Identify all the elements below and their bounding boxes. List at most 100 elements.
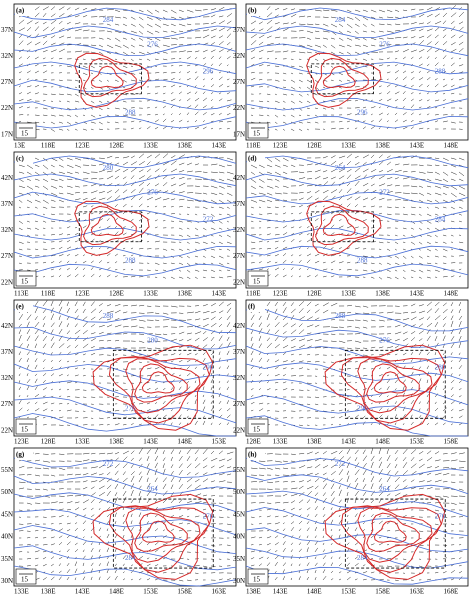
contour-label: 288 [335,312,346,320]
y-tick-label: 37N [233,200,245,208]
contour-label: 288 [125,108,136,116]
contour-label: 280 [147,336,158,344]
y-tick-label: 27N [1,252,13,260]
x-tick-label: 163E [212,588,227,594]
y-tick-label: 22N [1,104,13,112]
x-tick-label: 143E [143,438,158,446]
contour-label: 288 [435,68,446,76]
x-tick-label: 133E [14,588,29,594]
ref-vector-label: 15 [21,426,29,434]
x-tick-label: 138E [177,142,192,150]
x-tick-label: 128E [307,142,322,150]
x-tick-label: 128E [307,290,322,298]
ref-vector-label: 15 [21,278,29,286]
y-tick-label: 37N [233,348,245,356]
y-tick-label: 37N [233,26,245,34]
contour-label: 296 [357,404,368,412]
x-tick-label: 153E [409,438,424,446]
contour-label: 276 [379,40,390,48]
x-tick-label: 148E [375,438,390,446]
x-tick-label: 153E [143,588,158,594]
contour-label: 288 [125,256,136,264]
contour-label: 276 [435,513,446,521]
x-tick-label: 143E [341,438,356,446]
y-tick-label: 40N [1,533,13,541]
y-tick-label: 50N [233,488,245,496]
x-tick-label: 138E [41,588,56,594]
y-tick-label: 32N [233,374,245,382]
y-tick-label: 35N [1,555,13,563]
contour-label: 264 [379,485,390,493]
x-tick-label: 153E [212,438,227,446]
x-tick-label: 148E [109,588,124,594]
x-tick-label: 128E [246,438,261,446]
x-tick-label: 128E [109,290,124,298]
contour-label: 276 [147,188,158,196]
y-tick-label: 17N [1,130,13,138]
x-tick-label: 148E [177,438,192,446]
x-tick-label: 123E [75,142,90,150]
y-tick-label: 50N [1,488,13,496]
panel-label: (f) [248,303,256,311]
x-tick-label: 168E [444,588,459,594]
y-tick-label: 55N [233,466,245,474]
y-tick-label: 37N [1,348,13,356]
x-tick-label: 118E [246,142,261,150]
y-tick-label: 45N [233,510,245,518]
y-tick-label: 42N [1,174,13,182]
x-tick-label: 118E [41,290,56,298]
x-tick-label: 123E [14,438,29,446]
contour-label: 276 [125,404,136,412]
contour-label: 296 [357,108,368,116]
x-tick-label: 158E [444,438,459,446]
contour-label: 276 [379,336,390,344]
y-tick-label: 27N [233,78,245,86]
x-tick-label: 133E [341,142,356,150]
x-tick-label: 138E [246,588,261,594]
y-tick-label: 32N [233,52,245,60]
panel-label: (b) [248,7,257,15]
contour-label: 284 [103,16,114,24]
panel-label: (d) [248,155,257,163]
x-tick-label: 163E [409,588,424,594]
contour-label: 284 [435,216,446,224]
x-tick-label: 138E [177,290,192,298]
x-tick-label: 148E [444,142,459,150]
y-tick-label: 45N [1,510,13,518]
contour-label: 272 [203,216,214,224]
x-tick-label: 123E [75,290,90,298]
panel-label: (a) [16,7,25,15]
x-tick-label: 133E [143,290,158,298]
y-tick-label: 32N [1,226,13,234]
y-tick-label: 40N [233,533,245,541]
y-tick-label: 42N [233,322,245,330]
ref-vector-label: 15 [21,130,29,138]
x-tick-label: 148E [307,588,322,594]
x-tick-label: 133E [341,290,356,298]
x-tick-label: 138E [375,142,390,150]
contour-label: 284 [335,16,346,24]
x-tick-label: 148E [444,290,459,298]
contour-label: 264 [147,485,158,493]
y-tick-label: 55N [1,466,13,474]
y-tick-label: 27N [233,400,245,408]
x-tick-label: 123E [273,142,288,150]
y-tick-label: 30N [1,577,13,585]
y-tick-label: 22N [233,426,245,434]
x-tick-label: 138E [375,290,390,298]
contour-label: 288 [357,256,368,264]
x-tick-label: 118E [41,142,56,150]
contour-label: 296 [203,68,214,76]
x-tick-label: 143E [409,290,424,298]
panel-label: (e) [16,303,24,311]
x-tick-label: 133E [143,142,158,150]
panel-label: (h) [248,451,257,459]
x-tick-label: 153E [341,588,356,594]
x-tick-label: 143E [273,588,288,594]
x-tick-label: 123E [273,290,288,298]
